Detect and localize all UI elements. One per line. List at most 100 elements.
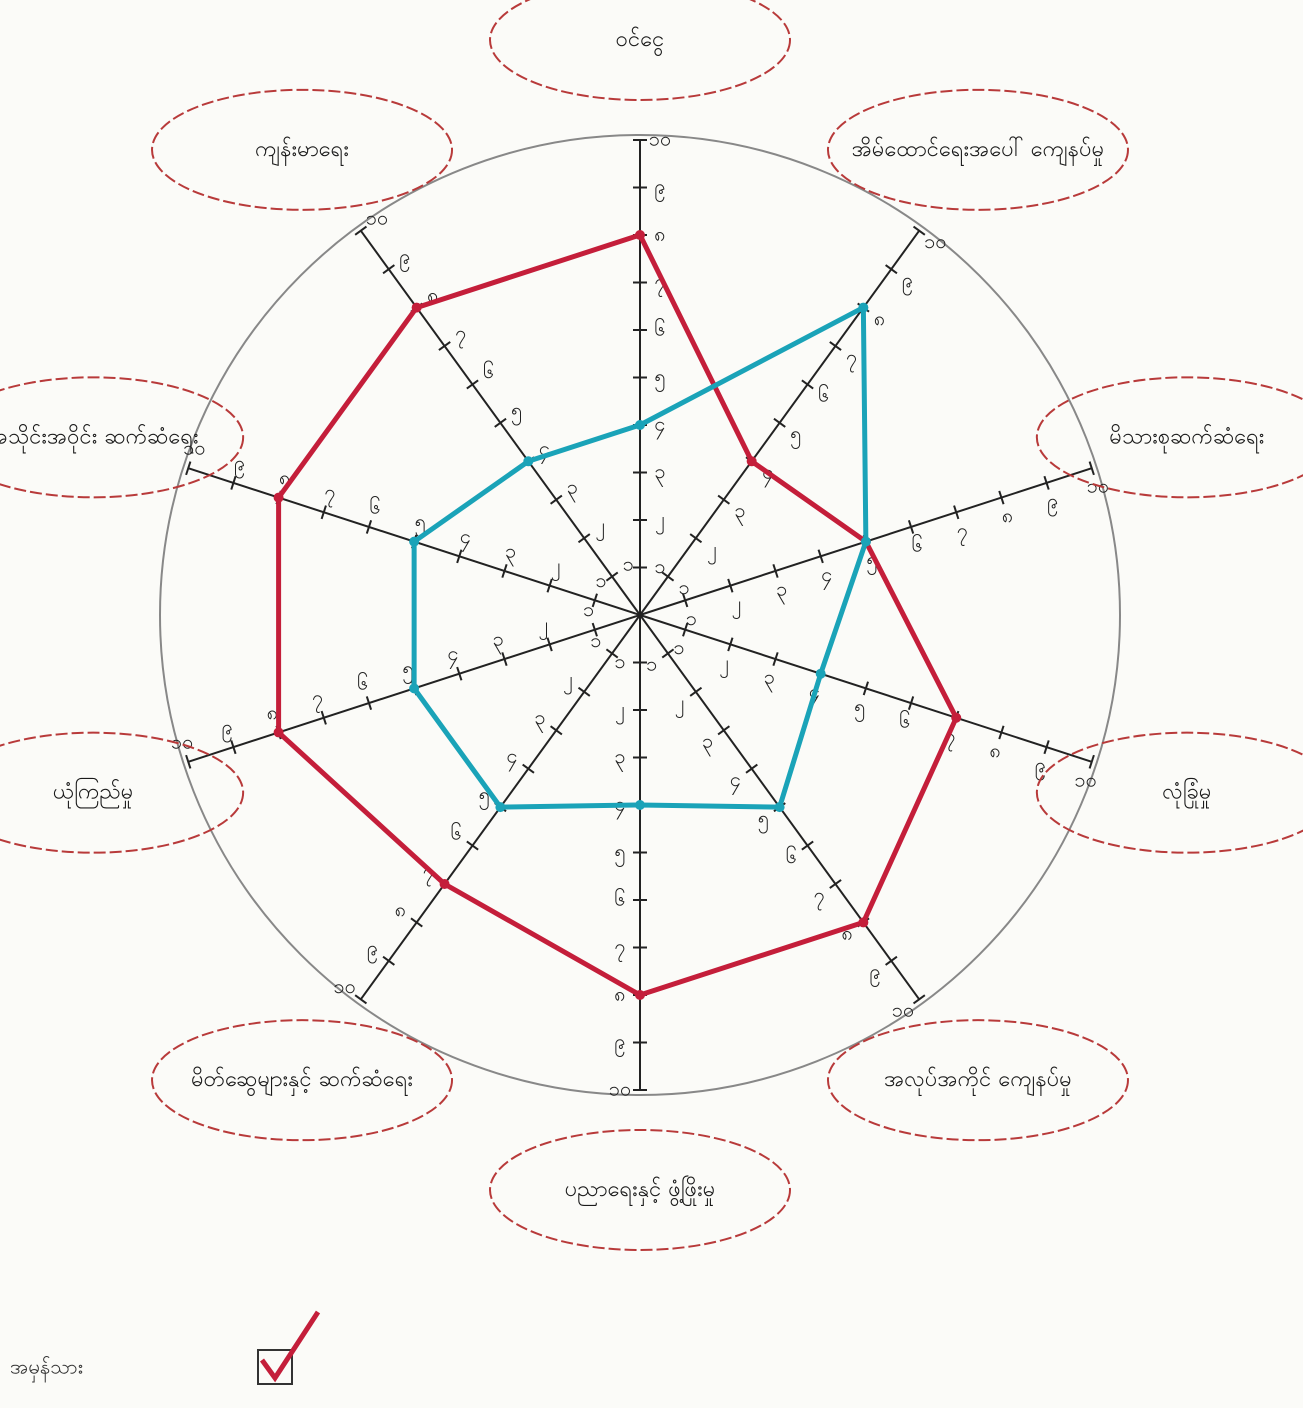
tick-mark (606, 572, 617, 580)
tick-label: ၁ (686, 606, 697, 630)
tick-mark (718, 496, 729, 504)
tick-label: ၉ (222, 715, 233, 743)
legend-label: အမှန်သား (10, 1355, 83, 1383)
tick-label: ၃ (702, 729, 713, 757)
tick-label: ၃ (493, 627, 504, 655)
category-label: ယုံကြည်မှု (53, 778, 133, 809)
tick-label: ၄ (460, 524, 471, 552)
category-label: ဝင်ငွေ (616, 26, 665, 57)
category-bubble: အလုပ်အကိုင် ကျေနပ်မှု (828, 1020, 1128, 1140)
legend-check (262, 1312, 318, 1378)
data-point (635, 230, 645, 240)
tick-mark (718, 726, 729, 734)
tick-label: ၆ (614, 887, 625, 911)
tick-label: ၃ (654, 459, 665, 487)
tick-label: ၁ (646, 652, 657, 676)
tick-label: ၁၀ (924, 229, 947, 253)
tick-label: ၉ (1035, 753, 1046, 781)
data-point (858, 303, 868, 313)
tick-label: ၆ (451, 820, 462, 844)
tick-label: ၂ (719, 650, 729, 678)
tick-label: ၃ (734, 498, 745, 526)
tick-label: ၁၀ (892, 998, 915, 1022)
tick-label: ၃ (567, 474, 578, 502)
tick-label: ၉ (869, 959, 880, 987)
tick-label: ၄ (507, 743, 518, 771)
tick-label: ၆ (654, 317, 665, 341)
legend: အမှန်သား (10, 1312, 318, 1384)
tick-mark (802, 380, 813, 388)
category-label: ကျန်းမာရေး (255, 136, 349, 166)
tick-label: ၆ (912, 532, 923, 556)
tick-label: ၂ (675, 690, 685, 718)
tick-mark (886, 957, 897, 965)
tick-mark (551, 726, 562, 734)
tick-label: ၂ (707, 536, 717, 564)
tick-label: ၅ (654, 364, 665, 392)
tick-label: ၉ (902, 267, 913, 295)
tick-label: ၁၀ (1074, 767, 1097, 791)
tick-label: ၂ (655, 507, 665, 535)
tick-label: ၄ (447, 641, 458, 669)
data-point (409, 683, 419, 693)
tick-label: ၆ (899, 709, 910, 733)
data-point (440, 879, 450, 889)
tick-label: ၁၀ (333, 974, 356, 998)
tick-mark (774, 419, 785, 427)
category-label: ပညာရေးနှင့် ဖွံ့ဖြိုးမှု (565, 1175, 716, 1207)
data-point (861, 537, 871, 547)
tick-mark (886, 265, 897, 273)
data-point (816, 669, 826, 679)
tick-label: ၂ (563, 667, 573, 695)
data-point (775, 802, 785, 812)
tick-label: ၄ (821, 562, 832, 590)
tick-mark (467, 380, 478, 388)
tick-label: ၇ (614, 934, 625, 962)
data-point (412, 303, 422, 313)
tick-label: ၅ (614, 839, 625, 867)
category-bubble: ဝင်ငွေ (490, 0, 790, 100)
tick-label: ၉ (1047, 488, 1058, 516)
tick-label: ၁ (595, 568, 606, 592)
tick-label: ၁၀ (649, 127, 672, 151)
tick-label: ၈ (395, 897, 406, 921)
tick-label: ၇ (324, 480, 335, 508)
tick-label: ၁ (614, 649, 625, 673)
tick-mark (523, 765, 534, 773)
tick-mark (439, 342, 450, 350)
tick-mark (495, 419, 506, 427)
data-point (635, 800, 645, 810)
tick-mark (830, 342, 841, 350)
tick-label: ၂ (732, 591, 742, 619)
tick-label: ၂ (539, 612, 549, 640)
tick-label: ၇ (312, 685, 323, 713)
category-bubble: ပညာရေးနှင့် ဖွံ့ဖြိုးမှု (490, 1130, 790, 1250)
category-bubble: ယုံကြည်မှု (0, 733, 243, 853)
category-label: အိမ်ထောင်ရေးအပေါ် ကျေနပ်မှု (852, 136, 1104, 166)
data-point (635, 990, 645, 1000)
data-point (747, 456, 757, 466)
tick-mark (551, 496, 562, 504)
category-label: အသိုင်းအဝိုင်း ဆက်ဆံရေး (0, 423, 199, 453)
tick-label: ၁၀ (609, 1077, 632, 1101)
tick-mark (746, 765, 757, 773)
tick-mark (411, 918, 422, 926)
tick-label: ၇ (957, 518, 968, 546)
tick-label: ၉ (654, 174, 665, 202)
tick-label: ၆ (786, 844, 797, 868)
tick-label: ၈ (654, 222, 665, 246)
tick-mark (383, 265, 394, 273)
tick-label: ၂ (551, 553, 561, 581)
tick-mark (578, 688, 589, 696)
category-bubble: လုံခြုံမှု (1037, 733, 1303, 853)
tick-label: ၉ (367, 936, 378, 964)
tick-label: ၆ (483, 359, 494, 383)
tick-label: ၂ (615, 697, 625, 725)
category-bubble: မိတ်ဆွေများနှင့် ဆက်ဆံရေး (152, 1020, 452, 1140)
tick-label: ၁၀ (366, 205, 389, 229)
tick-label: ၃ (614, 744, 625, 772)
tick-label: ၆ (357, 671, 368, 695)
tick-label: ၆ (818, 383, 829, 407)
tick-label: ၁ (583, 597, 594, 621)
category-bubble: ကျန်းမာရေး (152, 90, 452, 210)
